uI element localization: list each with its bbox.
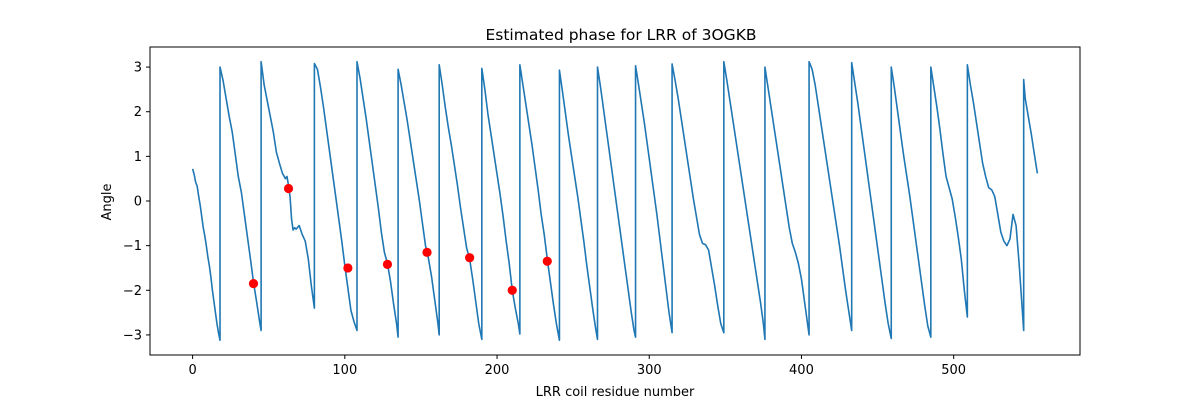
axes: 0 100 200 300 400 500 −3 −2 −1 0 1 2 3: [123, 46, 1081, 378]
chart-title: Estimated phase for LRR of 3OGKB: [485, 26, 756, 44]
x-tick-label: 0: [188, 363, 196, 378]
scatter-point: [465, 253, 475, 263]
x-tick-label: 300: [637, 363, 662, 378]
y-tick-label: 1: [134, 150, 142, 165]
scatter-point: [382, 259, 393, 269]
scatter-point: [507, 285, 517, 295]
y-tick-label: 3: [134, 61, 142, 76]
plot-content: [191, 60, 1039, 342]
scatter-point: [248, 278, 259, 289]
y-tick-label: −2: [123, 284, 142, 299]
phase-line-series: [191, 60, 1039, 342]
x-axis-label: LRR coil residue number: [536, 385, 695, 400]
scatter-point: [283, 183, 294, 194]
y-tick-label: −3: [123, 328, 142, 343]
y-tick-label: 0: [134, 195, 142, 210]
scatter-point: [343, 263, 353, 273]
x-tick-label: 200: [485, 363, 510, 378]
y-tick-label: 2: [134, 105, 142, 120]
x-tick-label: 500: [941, 363, 966, 378]
y-tick-label: −1: [123, 239, 142, 254]
scatter-point: [542, 256, 552, 266]
x-tick-label: 100: [332, 363, 357, 378]
x-tick-label: 400: [789, 363, 814, 378]
scatter-point: [422, 247, 432, 257]
y-axis-label: Angle: [100, 184, 115, 221]
